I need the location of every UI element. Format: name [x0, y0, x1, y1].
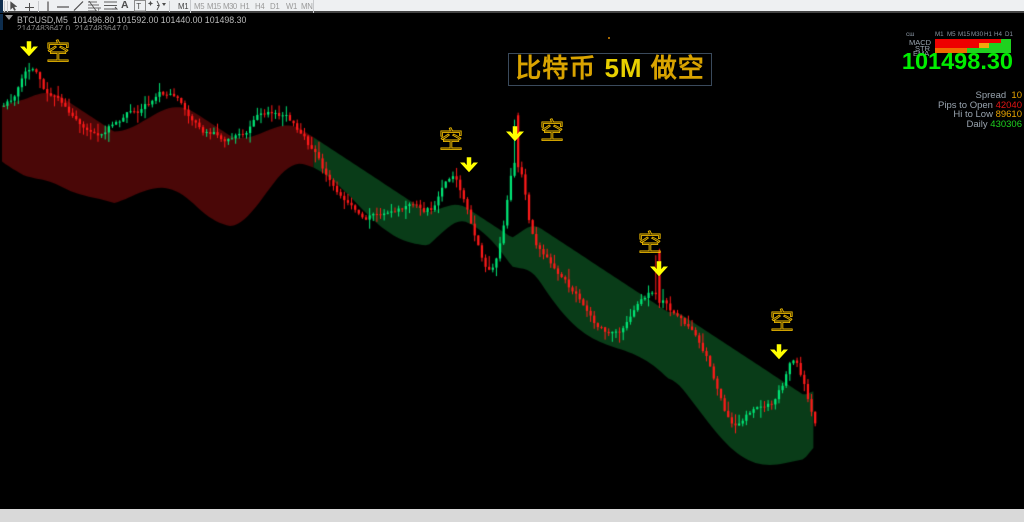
- svg-text:T: T: [136, 2, 141, 11]
- svg-text:f: f: [98, 8, 100, 12]
